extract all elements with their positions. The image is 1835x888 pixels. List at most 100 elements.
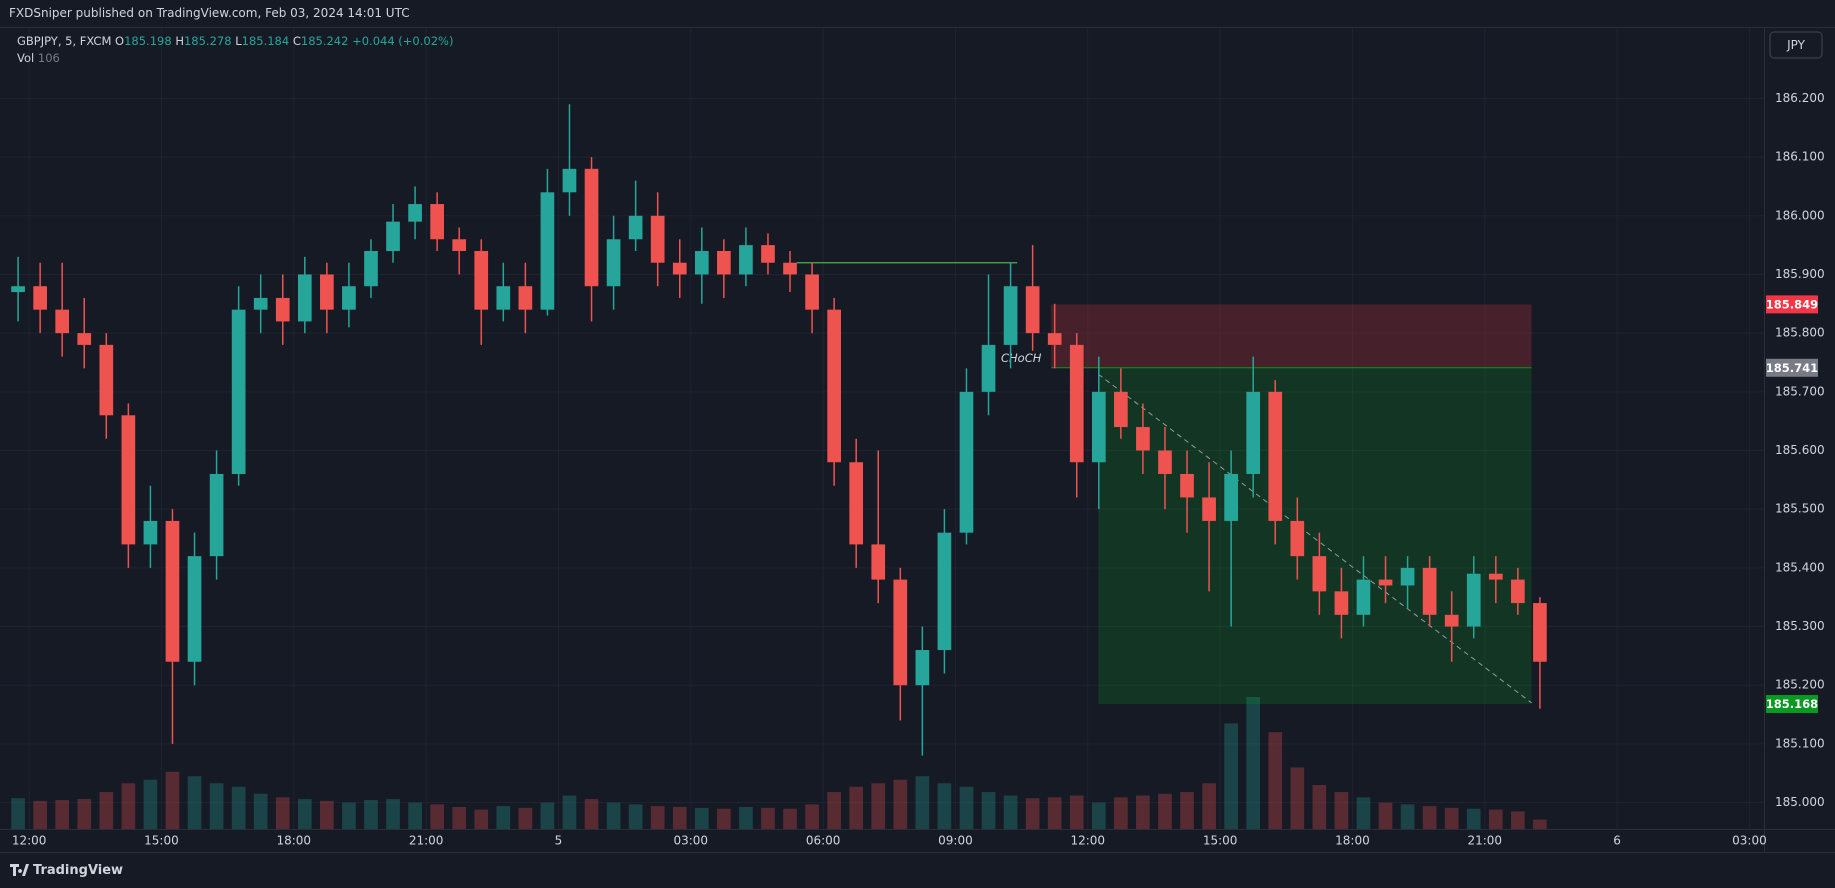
candle-body — [1136, 427, 1150, 451]
volume-bar — [1136, 795, 1150, 829]
publish-info: FXDSniper published on TradingView.com, … — [9, 6, 410, 20]
volume-bar — [452, 807, 467, 829]
candle-body — [849, 462, 864, 545]
x-tick-label: 21:00 — [1467, 834, 1502, 848]
candle-body — [55, 309, 70, 334]
candle-body — [231, 309, 246, 474]
volume-bar — [99, 792, 114, 829]
price-badge — [1766, 695, 1818, 714]
volume-bar — [209, 783, 224, 829]
candle-body — [717, 250, 731, 275]
candle-body — [1290, 520, 1305, 557]
candle-body — [77, 333, 92, 345]
footer: TradingView — [0, 853, 1835, 888]
volume-bar — [1202, 783, 1216, 829]
currency-button[interactable] — [1769, 31, 1823, 59]
legend-row: GBPJPY, 5, FXCM O185.198 H185.278 L185.1… — [17, 33, 453, 50]
brand: TradingView — [33, 863, 124, 878]
candle-body — [915, 650, 930, 686]
volume-bar — [1422, 806, 1437, 829]
candle-body — [694, 250, 709, 275]
candle-body — [937, 532, 952, 651]
candle-body — [430, 204, 444, 240]
candle-body — [452, 239, 467, 251]
volume-bar — [783, 808, 797, 829]
volume-bar — [1533, 819, 1547, 829]
volume-bar — [1091, 802, 1106, 829]
choch-label: CHoCH — [1001, 351, 1042, 365]
candle-body — [1533, 603, 1547, 662]
candle-body — [121, 415, 136, 545]
volume-bar — [739, 807, 753, 829]
candle-body — [209, 473, 224, 557]
volume-bar — [187, 776, 202, 829]
y-tick-label: 185.100 — [1775, 736, 1825, 750]
low-value: 185.184 — [241, 34, 290, 48]
volume-bar — [55, 799, 70, 829]
candle-body — [496, 286, 511, 310]
price-badge-label: 185.168 — [1766, 697, 1818, 711]
price-badge-label: 185.849 — [1766, 297, 1818, 311]
volume-bar — [694, 807, 709, 829]
y-tick-label: 186.000 — [1775, 208, 1825, 222]
volume-layer — [11, 697, 1547, 829]
candle-body — [1312, 556, 1327, 592]
volume-bar — [11, 798, 25, 829]
volume-bar — [165, 771, 180, 829]
y-tick-label: 185.800 — [1775, 326, 1825, 340]
candle-body — [827, 309, 841, 463]
candle-body — [562, 168, 577, 193]
symbol: GBPJPY, 5, FXCM — [17, 34, 112, 48]
volume-bar — [1047, 797, 1062, 829]
y-tick-label: 185.900 — [1775, 267, 1825, 281]
logo-icon — [10, 864, 29, 876]
volume-bar — [628, 804, 643, 829]
volume-bar — [518, 807, 533, 829]
top-bar: FXDSniper published on TradingView.com, … — [0, 0, 1835, 28]
x-tick-label: 6 — [1613, 834, 1621, 848]
y-tick-label: 186.200 — [1775, 91, 1825, 105]
candle-body — [275, 297, 290, 322]
open-value: 185.198 — [124, 34, 172, 48]
open-label: O — [115, 34, 125, 48]
volume-bar — [1224, 723, 1238, 829]
volume-bar — [408, 802, 422, 829]
candle-body — [1334, 591, 1349, 615]
currency-label[interactable]: JPY — [1786, 38, 1806, 52]
candle-body — [1114, 391, 1128, 428]
candle-body — [672, 262, 687, 275]
volume-bar — [1003, 795, 1018, 829]
legend: GBPJPY, 5, FXCM O185.198 H185.278 L185.1… — [17, 33, 453, 67]
price-badge — [1766, 358, 1818, 377]
candle-body — [739, 245, 753, 275]
candle-body — [628, 215, 643, 240]
volume-label: Vol — [17, 51, 35, 65]
y-tick-label: 185.700 — [1775, 384, 1825, 398]
x-tick-label: 21:00 — [409, 834, 444, 848]
candle-body — [364, 250, 378, 287]
volume-bar — [1334, 792, 1349, 829]
trend-line — [1098, 373, 1532, 704]
drawings: CHoCH — [796, 262, 1532, 705]
close-value: 185.242 — [300, 34, 349, 48]
volume-bar — [1290, 767, 1305, 829]
candle-body — [893, 579, 908, 686]
stop-zone — [1051, 304, 1532, 368]
candle-body — [187, 556, 202, 662]
x-tick-label: 15:00 — [1203, 834, 1238, 848]
candle-body — [320, 274, 334, 310]
candle-body — [1047, 333, 1062, 345]
volume-bar — [121, 783, 136, 829]
volume-bar — [540, 802, 555, 829]
low-label: L — [235, 34, 242, 48]
x-tick-label: 18:00 — [276, 834, 311, 848]
volume-bar — [871, 783, 886, 829]
candle-body — [1400, 567, 1415, 586]
candle-body — [342, 286, 356, 310]
candle-body — [1488, 573, 1503, 580]
volume-bar — [1488, 809, 1503, 829]
candle-body — [1003, 286, 1018, 345]
y-tick-label: 185.600 — [1775, 443, 1825, 457]
